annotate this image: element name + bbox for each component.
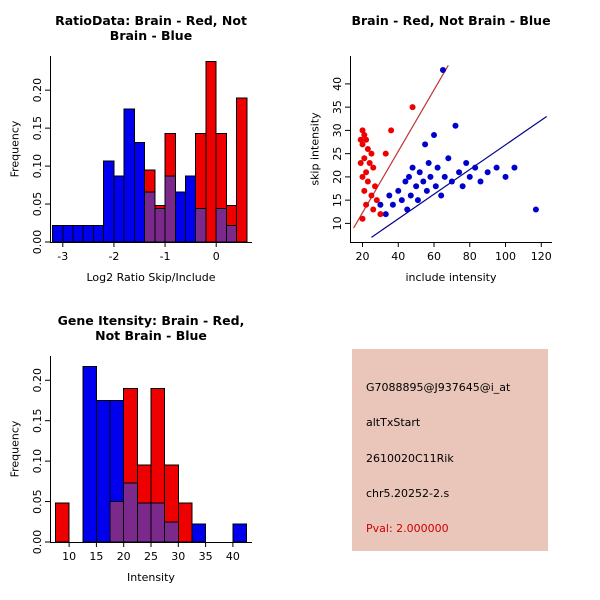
ratio-histogram-xlabel: Log2 Ratio Skip/Include <box>86 271 216 284</box>
svg-text:0.10: 0.10 <box>31 154 44 179</box>
ratio-histogram-canvas: -3 -2 -1 0 0.00 0.05 0.10 0.15 0.20 <box>31 56 252 263</box>
event-type-text: altTxStart <box>366 416 421 430</box>
ratio-histogram-panel: -3 -2 -1 0 0.00 0.05 0.10 0.15 0.20 RatioData: B… <box>0 0 300 300</box>
svg-text:25: 25 <box>331 147 344 161</box>
svg-text:0.05: 0.05 <box>31 489 44 513</box>
gene-intensity-histogram-panel: 10 15 20 25 30 35 40 0.00 0.05 0.10 0.15 0.20 Gene … <box>0 300 300 600</box>
svg-text:0.15: 0.15 <box>31 116 44 141</box>
svg-text:0.05: 0.05 <box>31 192 44 217</box>
svg-text:35: 35 <box>331 100 344 114</box>
gene-symbol-text: 2610020C11Rik <box>366 451 454 465</box>
svg-text:15: 15 <box>89 550 103 563</box>
svg-text:20: 20 <box>356 250 370 263</box>
svg-text:120: 120 <box>531 250 552 263</box>
svg-text:40: 40 <box>226 550 240 563</box>
svg-text:0.00: 0.00 <box>31 530 44 555</box>
svg-text:80: 80 <box>463 250 477 263</box>
pval-text: Pval: 2.000000 <box>366 522 449 535</box>
probe-id-text: G7088895@J937645@i_at <box>366 381 511 394</box>
gene-intensity-histogram-title: Gene Itensity: Brain - Red, Not Brain - … <box>57 313 245 343</box>
intensity-scatter-panel: 20 40 60 80 100 120 10 15 20 25 30 35 40 Brain - Red… <box>300 0 600 300</box>
svg-text:10: 10 <box>62 550 76 563</box>
ratio-histogram-title: RatioData: Brain - Red, Not Brain - Blue <box>55 13 247 43</box>
svg-text:0.20: 0.20 <box>31 368 44 393</box>
svg-text:25: 25 <box>144 550 158 563</box>
svg-text:0.10: 0.10 <box>31 449 44 474</box>
intensity-scatter-canvas: 20 40 60 80 100 120 10 15 20 25 30 35 40 <box>331 56 552 263</box>
svg-text:100: 100 <box>495 250 516 263</box>
svg-text:35: 35 <box>199 550 213 563</box>
intensity-scatter-title: Brain - Red, Not Brain - Blue <box>351 13 551 28</box>
svg-text:15: 15 <box>331 193 344 207</box>
svg-text:-1: -1 <box>160 250 171 263</box>
svg-text:40: 40 <box>391 250 405 263</box>
svg-text:60: 60 <box>427 250 441 263</box>
svg-text:0.15: 0.15 <box>31 408 44 433</box>
chromosome-location-text: chr5.20252-2.s <box>366 486 450 500</box>
gene-intensity-histogram-canvas: 10 15 20 25 30 35 40 0.00 0.05 0.10 0.15 0.20 <box>31 356 252 563</box>
gene-info-panel: G7088895@J937645@i_at altTxStart 2610020… <box>300 300 600 600</box>
svg-text:30: 30 <box>171 550 185 563</box>
ratio-histogram-ylabel: Frequency <box>8 120 22 178</box>
svg-text:30: 30 <box>331 123 344 137</box>
svg-text:0: 0 <box>213 250 220 263</box>
svg-text:20: 20 <box>331 170 344 184</box>
svg-text:-3: -3 <box>57 250 68 263</box>
gene-intensity-histogram-xlabel: Intensity <box>127 571 175 584</box>
svg-text:40: 40 <box>331 77 344 91</box>
svg-text:0.00: 0.00 <box>31 230 44 255</box>
gene-info-box: G7088895@J937645@i_at altTxStart 2610020… <box>352 349 548 551</box>
gene-intensity-histogram-ylabel: Frequency <box>8 420 22 478</box>
svg-text:0.20: 0.20 <box>31 78 44 103</box>
svg-text:10: 10 <box>331 216 344 230</box>
svg-text:20: 20 <box>117 550 131 563</box>
intensity-scatter-xlabel: include intensity <box>405 271 497 284</box>
intensity-scatter-ylabel: skip intensity <box>308 112 322 186</box>
svg-text:-2: -2 <box>108 250 119 263</box>
